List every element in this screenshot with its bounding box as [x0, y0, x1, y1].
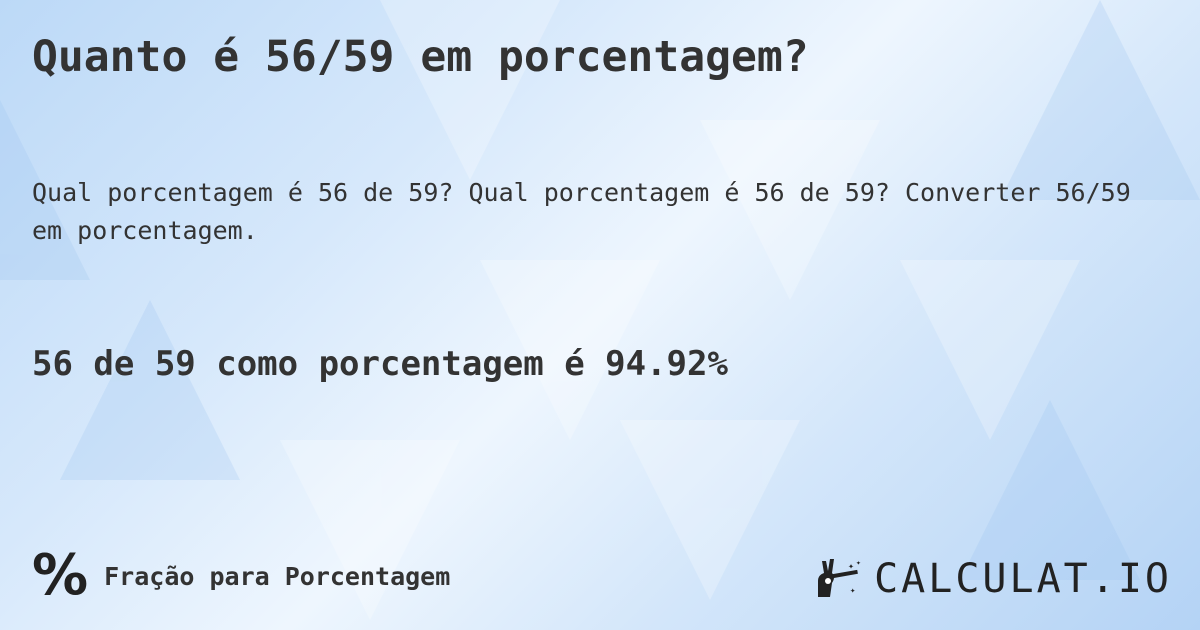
- logo-text: CALCULAT.IO: [874, 556, 1172, 602]
- svg-text:✦: ✦: [856, 558, 861, 567]
- footer-label: Fração para Porcentagem: [104, 561, 451, 591]
- answer-text: 56 de 59 como porcentagem é 94.92%: [32, 344, 728, 384]
- magic-hand-icon: ✦ ✦ ✦: [818, 558, 861, 597]
- fraction-to-percentage-link[interactable]: % Fração para Porcentagem: [32, 548, 450, 604]
- description: Qual porcentagem é 56 de 59? Qual porcen…: [32, 178, 1131, 245]
- percent-icon: %: [32, 543, 89, 608]
- page-title: Quanto é 56/59 em porcentagem?: [32, 32, 809, 82]
- svg-text:✦: ✦: [850, 586, 856, 596]
- calculat-io-logo[interactable]: ✦ ✦ ✦ CALCULAT.IO: [814, 556, 1172, 602]
- svg-text:✦: ✦: [848, 561, 854, 572]
